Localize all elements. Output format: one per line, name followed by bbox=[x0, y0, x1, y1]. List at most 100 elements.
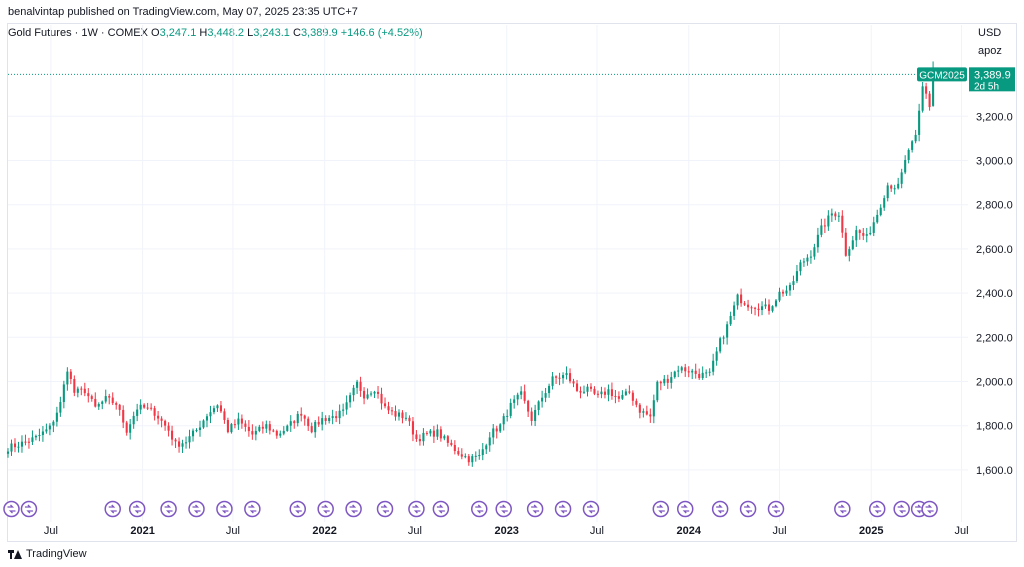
event-arrows-icon bbox=[133, 504, 142, 514]
candle-up bbox=[41, 431, 44, 436]
dividend-event-icon[interactable] bbox=[188, 500, 205, 518]
candle-up bbox=[774, 300, 778, 307]
candle-down bbox=[432, 430, 435, 437]
candle-down bbox=[324, 418, 327, 422]
dividend-event-icon[interactable] bbox=[289, 500, 306, 518]
dividend-event-icon[interactable] bbox=[317, 500, 334, 518]
candle-up bbox=[733, 305, 736, 316]
dividend-event-icon[interactable] bbox=[128, 500, 146, 518]
candle-up bbox=[907, 149, 910, 160]
candle-up bbox=[848, 249, 851, 256]
x-tick-label: 2021 bbox=[130, 525, 154, 537]
dividend-event-icon[interactable] bbox=[652, 500, 670, 518]
candle-down bbox=[303, 415, 306, 419]
candle-up bbox=[541, 397, 544, 402]
candle-up bbox=[342, 409, 345, 411]
x-tick-label: Jul bbox=[226, 525, 240, 537]
candle-down bbox=[164, 420, 167, 426]
candle-down bbox=[418, 439, 421, 442]
candle-down bbox=[754, 307, 757, 309]
candle-down bbox=[300, 413, 303, 416]
event-arrows-icon bbox=[716, 504, 725, 514]
dividend-event-icon[interactable] bbox=[711, 500, 729, 518]
event-arrows-icon bbox=[381, 504, 390, 514]
dividend-event-icon[interactable] bbox=[554, 500, 572, 518]
dividend-event-icon[interactable] bbox=[104, 500, 121, 518]
dividend-event-icon[interactable] bbox=[160, 500, 177, 518]
candle-down bbox=[24, 441, 27, 443]
candle-down bbox=[13, 443, 17, 448]
candle-down bbox=[460, 454, 463, 457]
x-tick-label: 2025 bbox=[859, 525, 883, 537]
candle-up bbox=[827, 215, 830, 227]
dividend-event-icon[interactable] bbox=[767, 500, 785, 518]
tradingview-logo-icon bbox=[8, 549, 22, 559]
candle-up bbox=[911, 141, 914, 150]
dividend-event-icon[interactable] bbox=[868, 500, 886, 518]
candle-down bbox=[118, 404, 121, 410]
event-arrows-icon bbox=[108, 504, 117, 514]
candle-up bbox=[582, 391, 586, 393]
tradingview-footer[interactable]: TradingView bbox=[8, 548, 87, 560]
candle-down bbox=[841, 215, 844, 233]
currency-label[interactable]: USD bbox=[978, 27, 1002, 39]
candle-down bbox=[823, 225, 826, 227]
dividend-event-icon[interactable] bbox=[495, 500, 512, 518]
dividend-event-icon[interactable] bbox=[739, 500, 757, 518]
candle-up bbox=[551, 376, 554, 386]
legend-low-value: 3,243.1 bbox=[253, 27, 290, 39]
dividend-event-icon[interactable] bbox=[216, 500, 233, 518]
dividend-event-icon[interactable] bbox=[471, 500, 488, 518]
dividend-event-icon[interactable] bbox=[3, 500, 20, 518]
candle-up bbox=[198, 427, 202, 431]
candle-down bbox=[90, 396, 93, 399]
candle-down bbox=[380, 393, 383, 404]
candle-down bbox=[890, 185, 893, 189]
dividend-event-icon[interactable] bbox=[834, 500, 851, 518]
dividend-event-icon[interactable] bbox=[526, 500, 544, 518]
candle-down bbox=[272, 430, 275, 432]
candle-up bbox=[921, 86, 924, 111]
candle-up bbox=[38, 435, 41, 437]
candle-up bbox=[422, 432, 425, 442]
x-tick-label: Jul bbox=[44, 525, 58, 537]
event-arrows-icon bbox=[164, 504, 173, 514]
candle-up bbox=[20, 441, 24, 447]
candle-up bbox=[397, 412, 401, 417]
candle-up bbox=[212, 408, 216, 413]
candle-up bbox=[816, 234, 819, 248]
candle-down bbox=[495, 428, 498, 432]
candle-current bbox=[932, 74, 935, 106]
candle-up bbox=[830, 213, 833, 216]
dividend-event-icon[interactable] bbox=[345, 500, 362, 518]
dividend-event-icon[interactable] bbox=[893, 500, 910, 518]
dividend-event-icon[interactable] bbox=[376, 500, 394, 518]
dividend-event-icon[interactable] bbox=[921, 500, 938, 518]
candle-up bbox=[136, 409, 139, 416]
dividend-event-icon[interactable] bbox=[432, 500, 450, 518]
candle-down bbox=[223, 411, 226, 420]
candle-up bbox=[509, 402, 512, 416]
legend-open-label: O bbox=[151, 27, 160, 39]
candle-up bbox=[6, 451, 10, 454]
candle-up bbox=[474, 455, 477, 457]
candle-up bbox=[488, 437, 491, 446]
candle-up bbox=[34, 435, 37, 438]
candle-up bbox=[76, 388, 79, 393]
candle-down bbox=[645, 411, 648, 415]
candle-down bbox=[150, 407, 153, 409]
candle-down bbox=[310, 426, 313, 433]
dividend-event-icon[interactable] bbox=[676, 500, 694, 518]
candle-down bbox=[555, 376, 558, 378]
candle-down bbox=[335, 416, 338, 419]
candle-down bbox=[747, 304, 750, 308]
dividend-event-icon[interactable] bbox=[408, 500, 425, 518]
dividend-event-icon[interactable] bbox=[244, 500, 261, 518]
candle-up bbox=[230, 424, 233, 433]
candle-down bbox=[73, 379, 76, 393]
y-tick-label: 3,200.0 bbox=[976, 111, 1013, 123]
candle-up bbox=[286, 425, 289, 431]
dividend-event-icon[interactable] bbox=[20, 500, 38, 518]
dividend-event-icon[interactable] bbox=[582, 500, 600, 518]
